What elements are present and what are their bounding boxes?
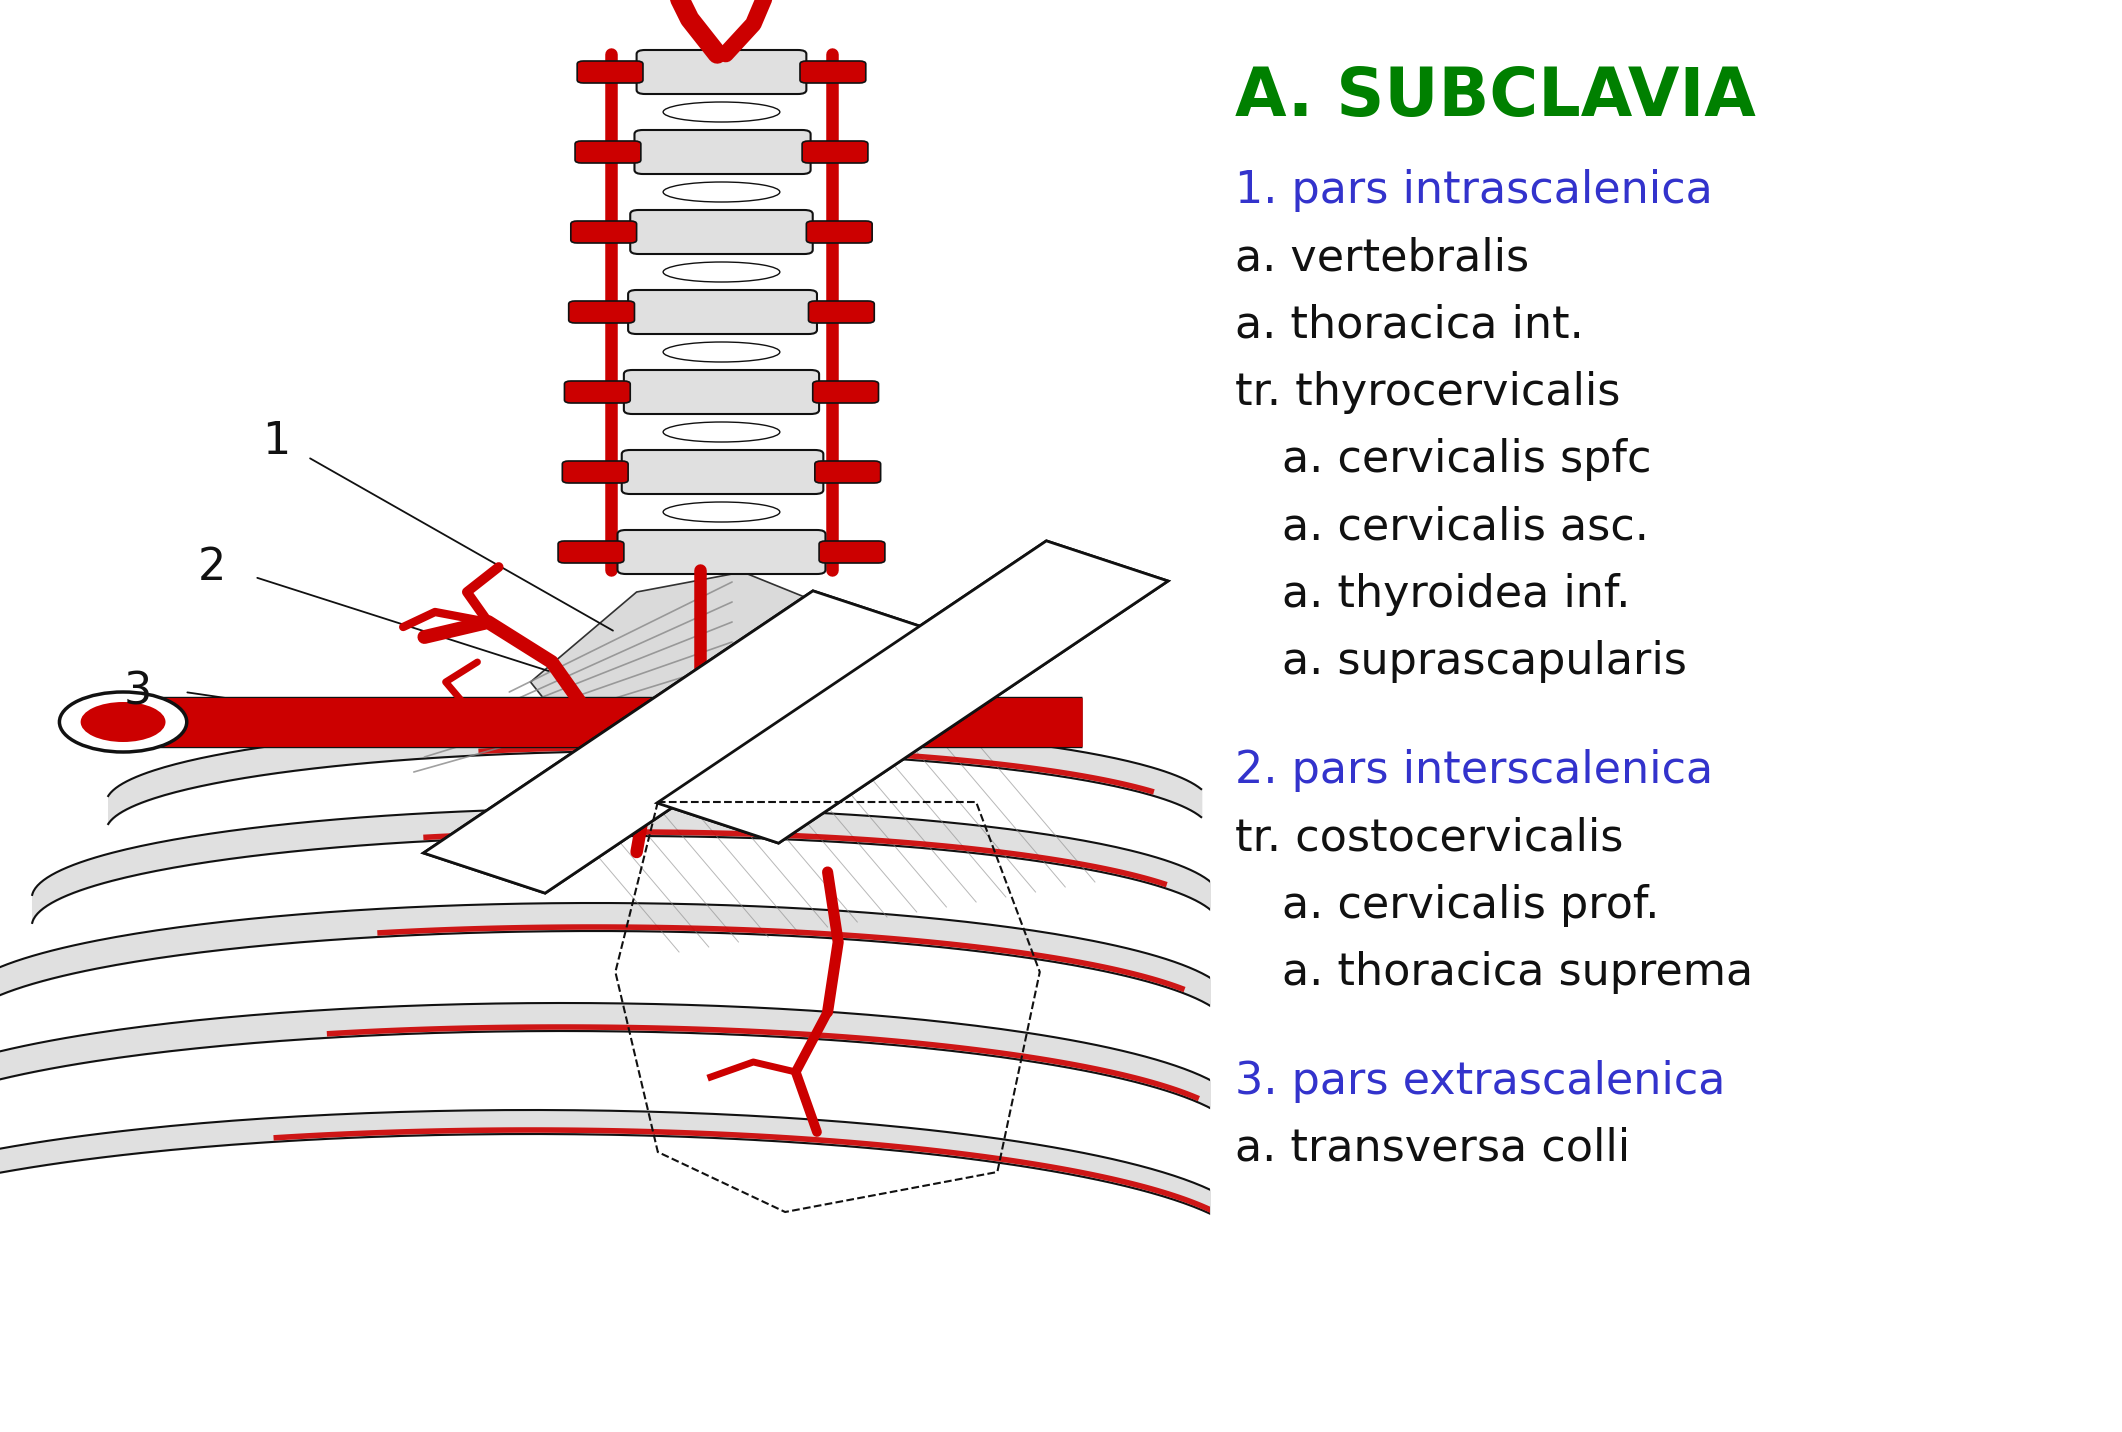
Text: a. cervicalis spfc: a. cervicalis spfc <box>1282 438 1651 481</box>
Text: 1: 1 <box>261 421 291 464</box>
Text: a. cervicalis asc.: a. cervicalis asc. <box>1282 505 1649 548</box>
FancyBboxPatch shape <box>562 461 628 483</box>
Ellipse shape <box>662 422 781 442</box>
Text: a. thyroidea inf.: a. thyroidea inf. <box>1282 573 1630 616</box>
Text: 3: 3 <box>123 670 153 713</box>
Ellipse shape <box>662 182 781 202</box>
FancyBboxPatch shape <box>637 50 806 95</box>
Polygon shape <box>424 591 934 894</box>
Ellipse shape <box>662 503 781 523</box>
FancyBboxPatch shape <box>622 450 823 494</box>
Text: a. thoracica suprema: a. thoracica suprema <box>1282 951 1753 994</box>
Ellipse shape <box>662 102 781 122</box>
FancyBboxPatch shape <box>815 461 881 483</box>
Text: tr. costocervicalis: tr. costocervicalis <box>1235 816 1623 859</box>
Text: a. transversa colli: a. transversa colli <box>1235 1127 1630 1170</box>
FancyBboxPatch shape <box>571 221 637 243</box>
FancyBboxPatch shape <box>628 291 817 334</box>
FancyBboxPatch shape <box>577 62 643 83</box>
FancyBboxPatch shape <box>558 541 624 563</box>
Ellipse shape <box>662 262 781 282</box>
FancyBboxPatch shape <box>806 221 872 243</box>
FancyBboxPatch shape <box>624 369 819 414</box>
FancyBboxPatch shape <box>813 381 879 402</box>
Text: 2. pars interscalenica: 2. pars interscalenica <box>1235 749 1712 792</box>
Text: a. thoracica int.: a. thoracica int. <box>1235 304 1583 347</box>
FancyBboxPatch shape <box>800 62 866 83</box>
Text: a. vertebralis: a. vertebralis <box>1235 236 1530 279</box>
FancyBboxPatch shape <box>630 211 813 253</box>
Polygon shape <box>658 541 1167 843</box>
FancyBboxPatch shape <box>564 381 630 402</box>
Text: A. SUBCLAVIA: A. SUBCLAVIA <box>1235 64 1755 130</box>
Polygon shape <box>658 541 1167 843</box>
Text: 2: 2 <box>197 546 227 589</box>
Circle shape <box>59 692 187 752</box>
FancyBboxPatch shape <box>575 140 641 163</box>
FancyBboxPatch shape <box>634 130 811 175</box>
Text: a. suprascapularis: a. suprascapularis <box>1282 640 1687 683</box>
Circle shape <box>81 702 166 742</box>
Text: tr. thyrocervicalis: tr. thyrocervicalis <box>1235 371 1621 414</box>
FancyBboxPatch shape <box>618 530 825 574</box>
FancyBboxPatch shape <box>569 301 634 324</box>
FancyBboxPatch shape <box>802 140 868 163</box>
Text: 3. pars extrascalenica: 3. pars extrascalenica <box>1235 1060 1725 1103</box>
Text: 1. pars intrascalenica: 1. pars intrascalenica <box>1235 169 1712 212</box>
Text: a. cervicalis prof.: a. cervicalis prof. <box>1282 884 1659 927</box>
FancyBboxPatch shape <box>808 301 874 324</box>
Ellipse shape <box>662 342 781 362</box>
FancyBboxPatch shape <box>819 541 885 563</box>
Polygon shape <box>530 571 934 802</box>
Polygon shape <box>424 591 934 894</box>
